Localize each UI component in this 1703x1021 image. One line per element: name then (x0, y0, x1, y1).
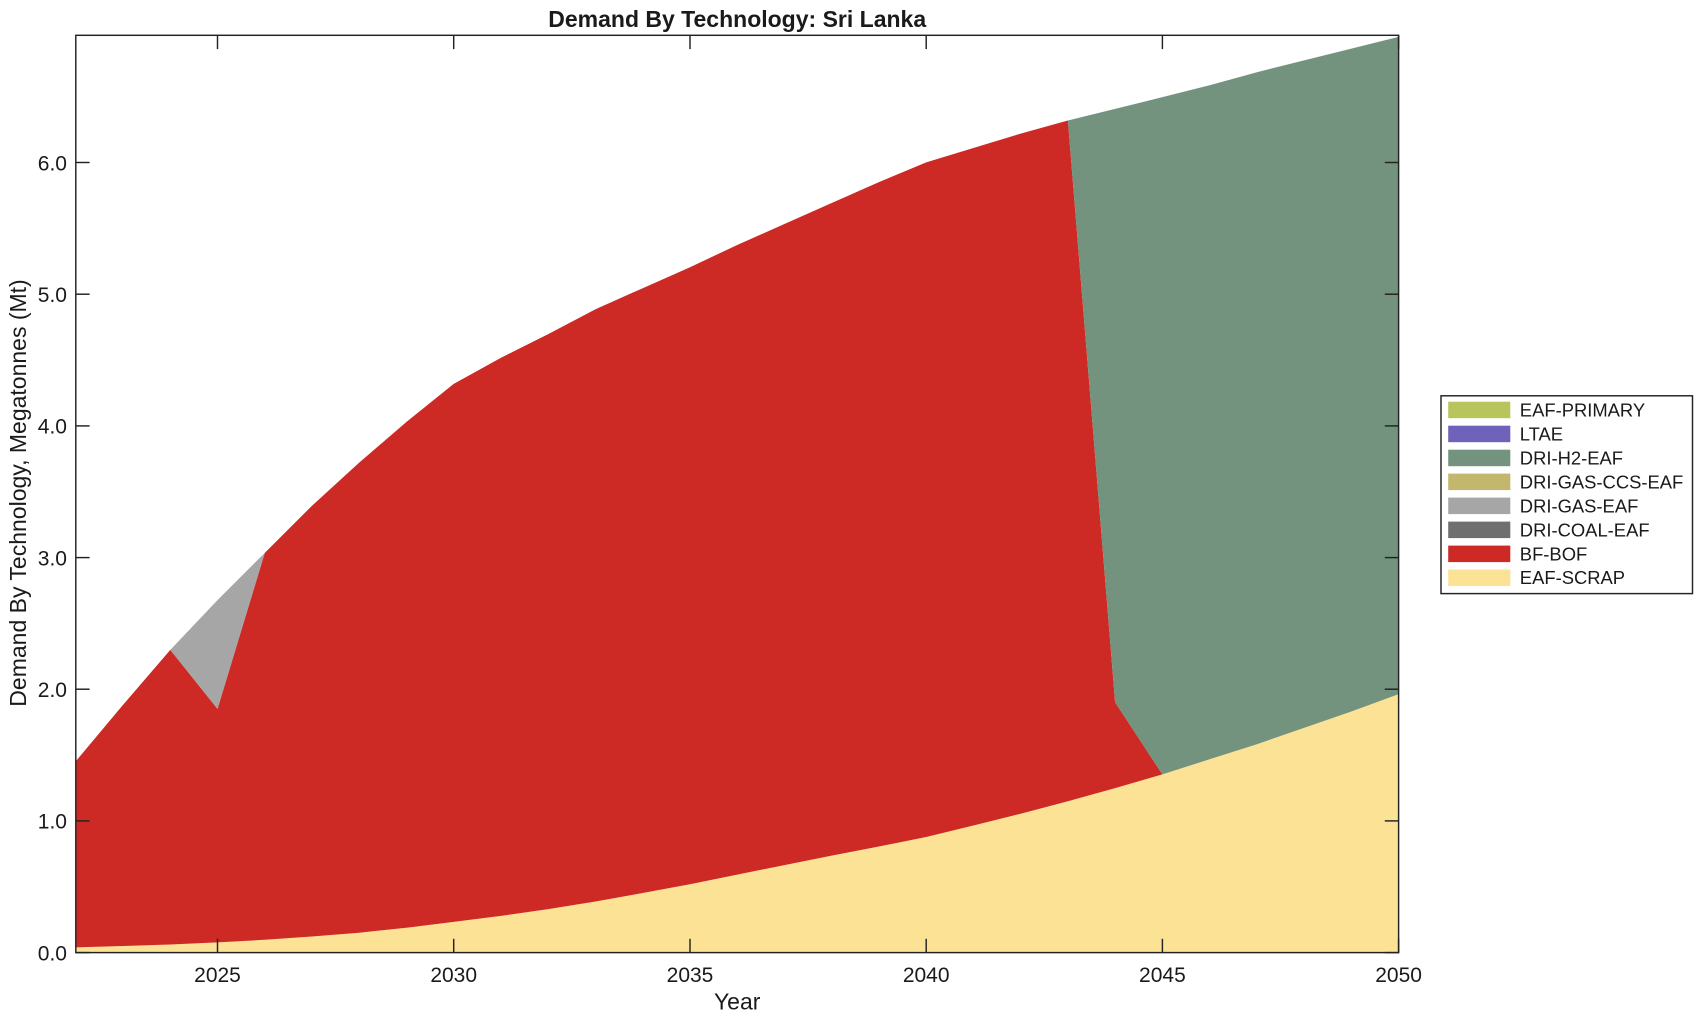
svg-text:4.0: 4.0 (38, 416, 67, 439)
svg-text:2050: 2050 (1375, 964, 1422, 987)
svg-text:DRI-GAS-EAF: DRI-GAS-EAF (1520, 495, 1639, 516)
svg-text:EAF-SCRAP: EAF-SCRAP (1520, 567, 1625, 588)
svg-text:2030: 2030 (430, 964, 477, 987)
svg-text:0.0: 0.0 (38, 942, 67, 965)
svg-text:DRI-H2-EAF: DRI-H2-EAF (1520, 447, 1623, 468)
svg-text:BF-BOF: BF-BOF (1520, 543, 1587, 564)
svg-text:2.0: 2.0 (38, 679, 67, 702)
svg-text:3.0: 3.0 (38, 547, 67, 570)
svg-text:1.0: 1.0 (38, 811, 67, 834)
svg-text:Demand By Technology, Megatonn: Demand By Technology, Megatonnes (Mt) (5, 279, 31, 706)
svg-text:DRI-COAL-EAF: DRI-COAL-EAF (1520, 519, 1650, 540)
svg-text:DRI-GAS-CCS-EAF: DRI-GAS-CCS-EAF (1520, 471, 1683, 492)
svg-text:EAF-PRIMARY: EAF-PRIMARY (1520, 399, 1645, 420)
svg-text:Demand By Technology: Sri Lank: Demand By Technology: Sri Lanka (548, 6, 926, 32)
svg-text:LTAE: LTAE (1520, 423, 1563, 444)
svg-text:2035: 2035 (667, 964, 714, 987)
svg-text:2040: 2040 (903, 964, 950, 987)
svg-text:2025: 2025 (194, 964, 241, 987)
svg-text:Year: Year (714, 989, 761, 1015)
svg-text:5.0: 5.0 (38, 284, 67, 307)
svg-text:6.0: 6.0 (38, 152, 67, 175)
svg-text:2045: 2045 (1139, 964, 1186, 987)
